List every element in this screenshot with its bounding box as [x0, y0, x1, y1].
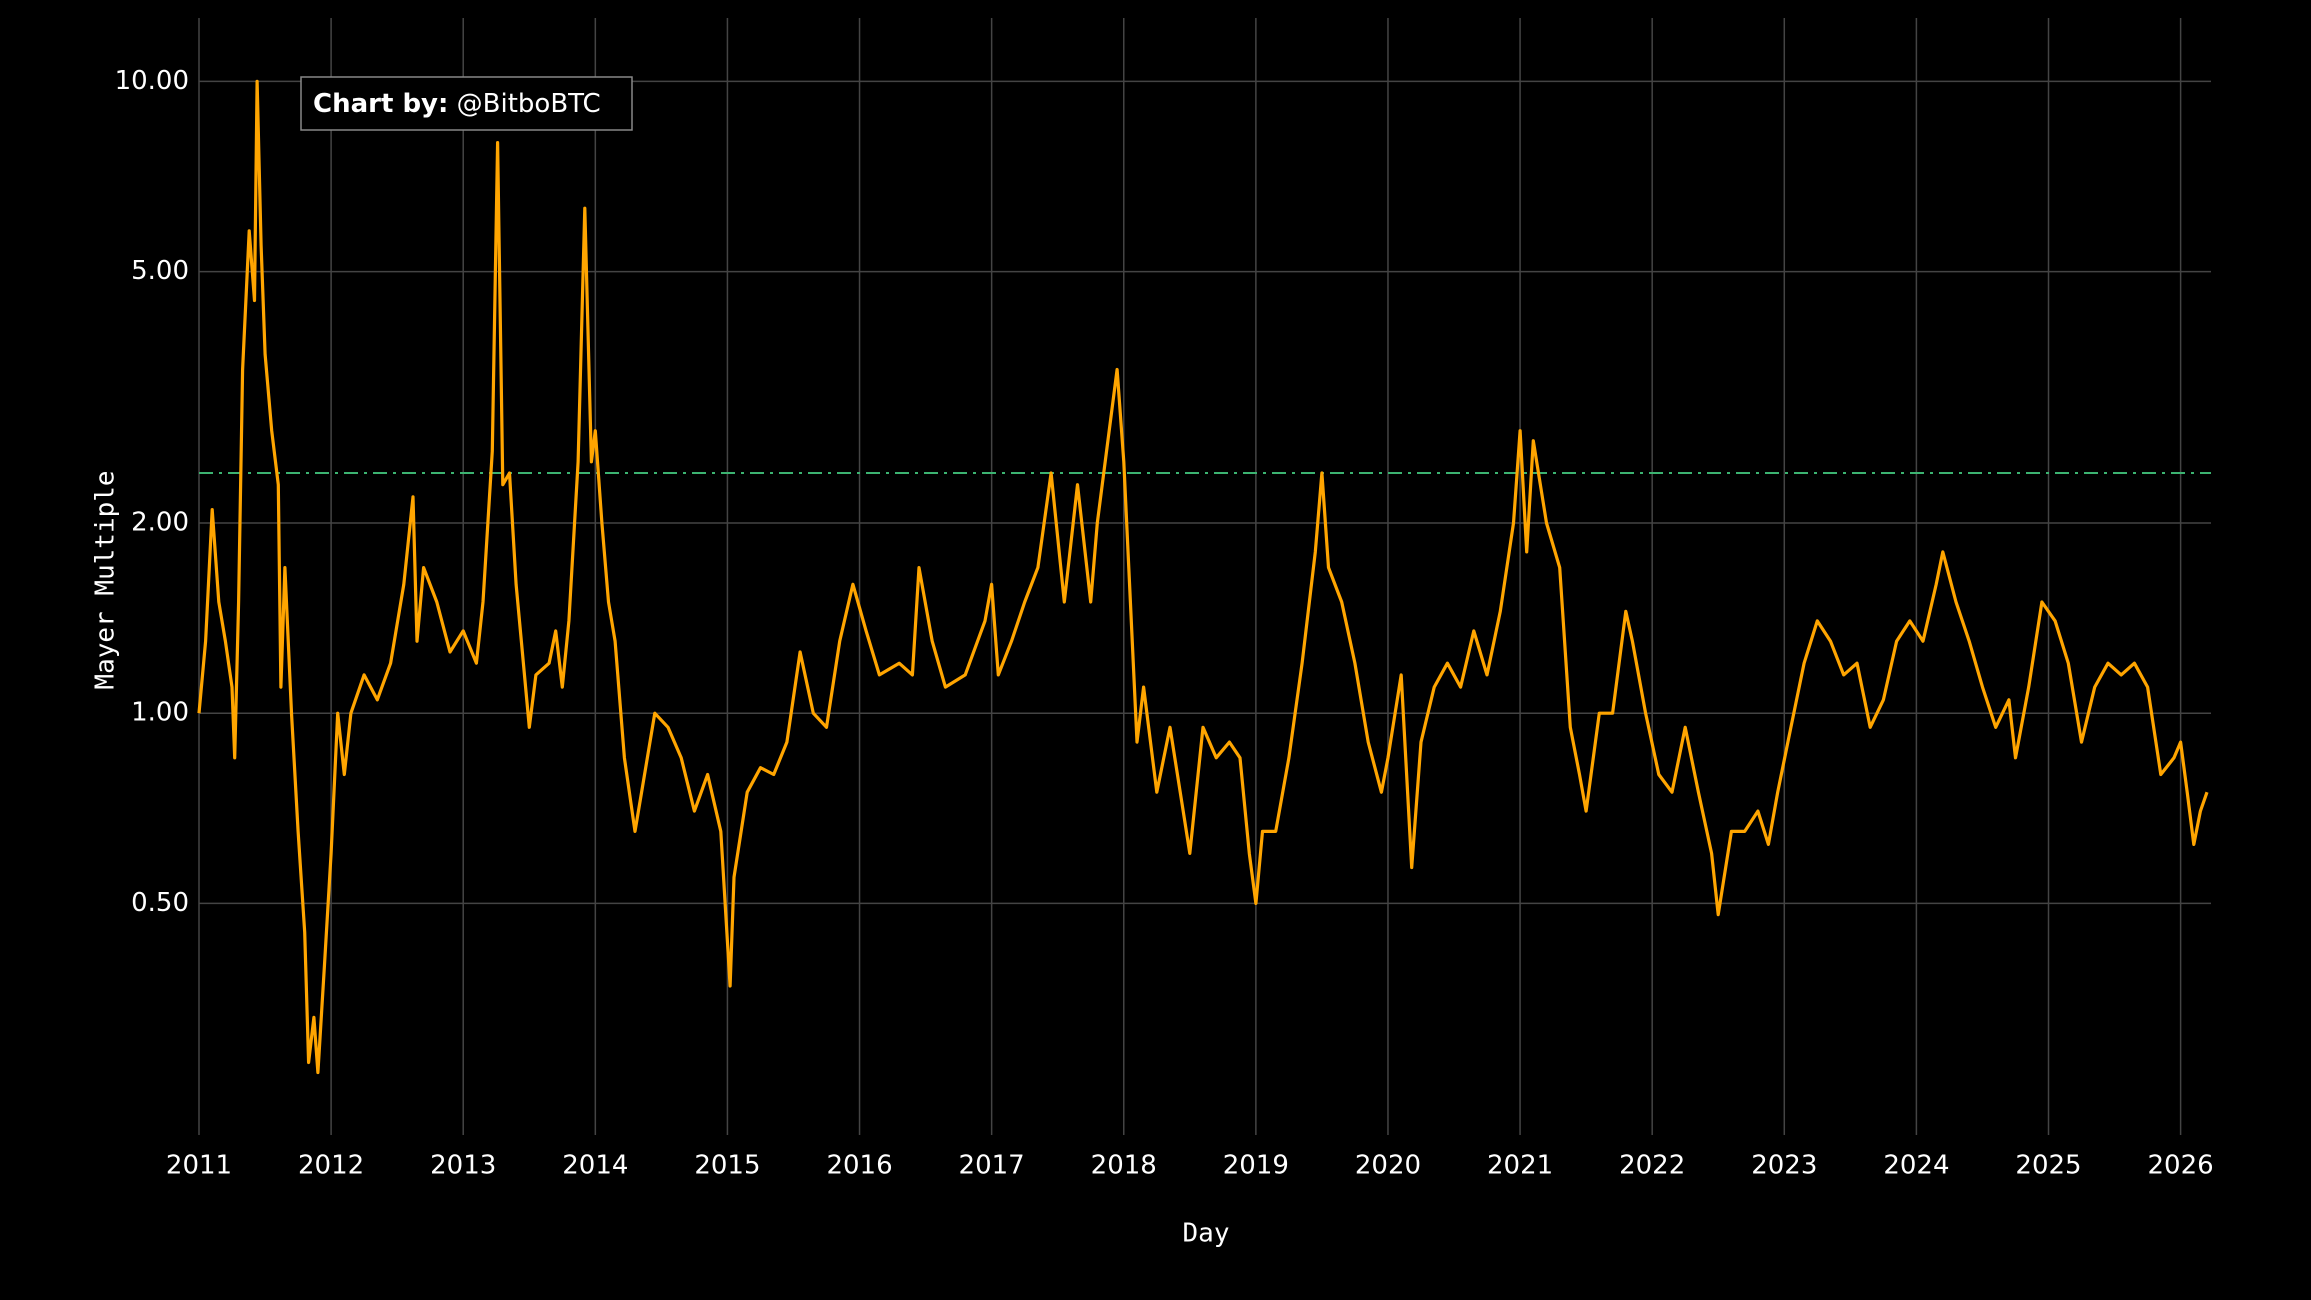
x-tick-label: 2016	[826, 1151, 892, 1181]
x-tick-label: 2022	[1619, 1151, 1685, 1181]
annotation-text: @BitboBTC	[457, 89, 601, 119]
data-line	[197, 79, 2209, 1075]
x-tick-label: 2011	[166, 1151, 232, 1181]
annotation: Chart by: @BitboBTC	[313, 89, 601, 119]
y-tick-label: 5.00	[131, 256, 189, 286]
y-tick-label: 2.00	[131, 508, 189, 538]
x-tick-label: 2013	[430, 1151, 496, 1181]
y-tick-label: 0.50	[131, 888, 189, 918]
x-tick-label: 2015	[694, 1151, 760, 1181]
x-tick-label: 2021	[1487, 1151, 1553, 1181]
x-tick-label: 2014	[562, 1151, 628, 1181]
x-tick-label: 2018	[1091, 1151, 1157, 1181]
plot-area: 2011 2012 2013 2014 2015 2016 2017 2018 2019 2020…	[115, 18, 2214, 1181]
x-tick-label: 2012	[298, 1151, 364, 1181]
x-tick-label: 2024	[1883, 1151, 1949, 1181]
annotation-bold: Chart by:	[313, 89, 448, 119]
x-axis-title: Day	[1183, 1219, 1230, 1249]
y-tick-label: 10.00	[115, 66, 189, 96]
x-tick-label: 2019	[1223, 1151, 1289, 1181]
x-tick-label: 2026	[2148, 1151, 2214, 1181]
y-tick-label: 1.00	[131, 698, 189, 728]
x-tick-label: 2020	[1355, 1151, 1421, 1181]
x-tick-label: 2025	[2015, 1151, 2081, 1181]
x-tick-label: 2023	[1751, 1151, 1817, 1181]
y-axis-title: Mayer Multiple	[91, 470, 121, 689]
x-tick-label: 2017	[959, 1151, 1025, 1181]
annotation-box	[300, 76, 633, 131]
